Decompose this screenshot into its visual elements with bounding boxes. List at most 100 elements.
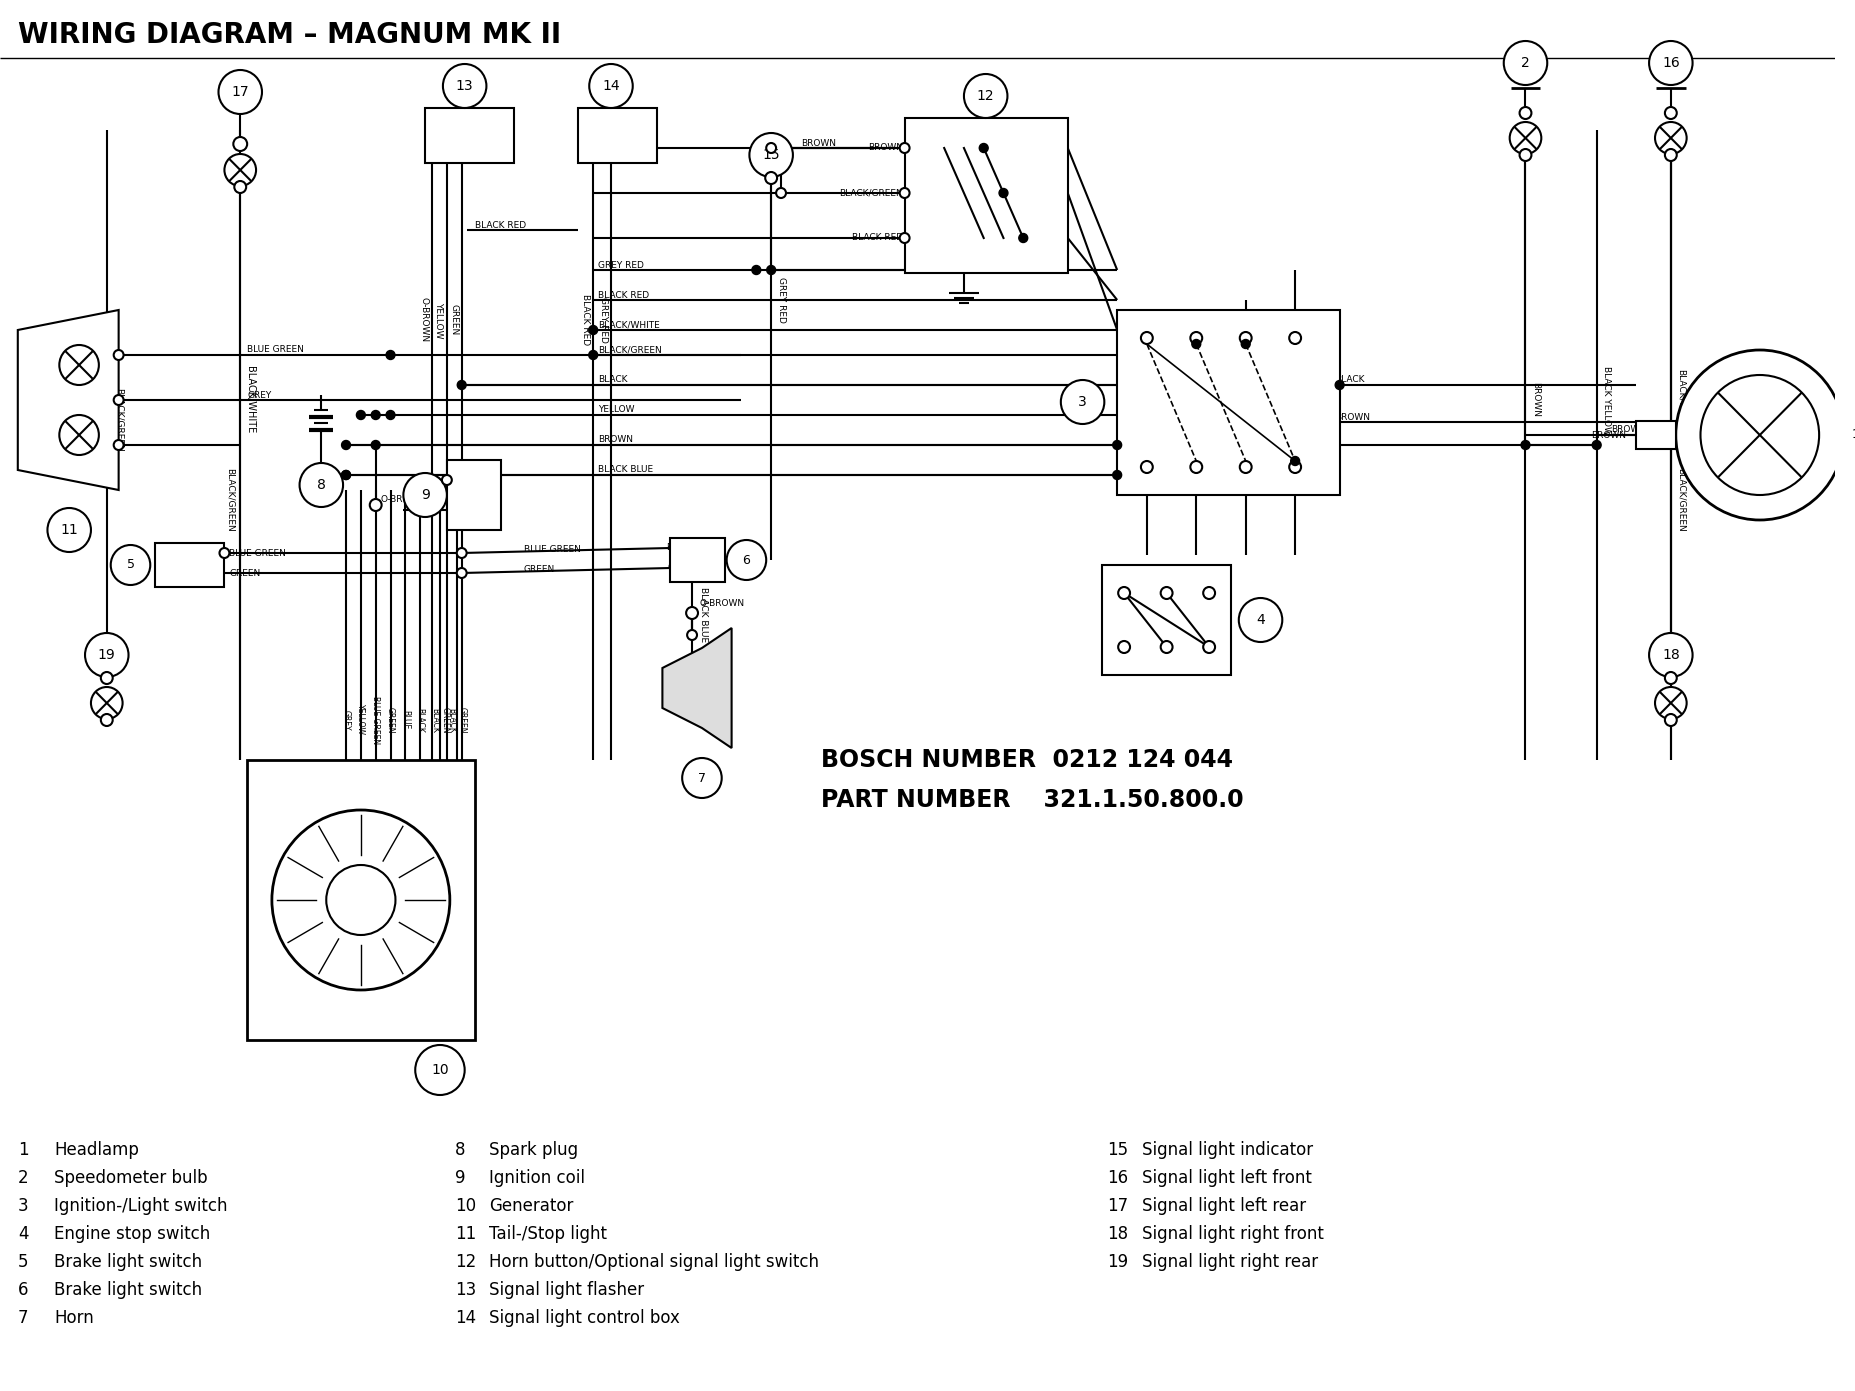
Text: BLACK BLUE: BLACK BLUE xyxy=(597,466,653,474)
Text: O-BROWN: O-BROWN xyxy=(419,298,429,342)
Circle shape xyxy=(588,351,597,359)
Circle shape xyxy=(1664,149,1675,161)
Circle shape xyxy=(1113,441,1120,449)
Text: 2: 2 xyxy=(1521,56,1529,70)
Text: WIRING DIAGRAM – MAGNUM MK II: WIRING DIAGRAM – MAGNUM MK II xyxy=(19,21,560,49)
Text: 4: 4 xyxy=(1256,613,1265,627)
Text: 49a: 49a xyxy=(1137,480,1154,490)
Text: BLUE: BLUE xyxy=(454,462,473,472)
Circle shape xyxy=(1239,460,1250,473)
Polygon shape xyxy=(662,627,731,748)
Circle shape xyxy=(1664,714,1675,726)
Circle shape xyxy=(1237,598,1282,643)
Text: BLACK/GREEN: BLACK/GREEN xyxy=(226,469,236,531)
Circle shape xyxy=(1159,641,1172,652)
Text: 49a: 49a xyxy=(1137,316,1154,324)
Circle shape xyxy=(998,189,1007,198)
Text: 56: 56 xyxy=(1239,480,1250,490)
Text: BLACK RED: BLACK RED xyxy=(475,221,525,231)
Text: YELLOW: YELLOW xyxy=(597,406,634,415)
Text: BLACK: BLACK xyxy=(597,376,627,384)
Text: 16: 16 xyxy=(1107,1168,1128,1187)
Circle shape xyxy=(900,188,909,198)
Circle shape xyxy=(113,440,124,451)
Text: BLACK RED: BLACK RED xyxy=(597,291,649,299)
Text: Signal light left rear: Signal light left rear xyxy=(1141,1198,1306,1214)
Circle shape xyxy=(1189,460,1202,473)
Text: 14: 14 xyxy=(454,1309,475,1327)
Text: BROWN: BROWN xyxy=(866,143,902,153)
Circle shape xyxy=(749,134,792,177)
Circle shape xyxy=(727,540,766,580)
Text: 2: 2 xyxy=(19,1168,28,1187)
Text: 18: 18 xyxy=(1660,648,1679,662)
Text: BLACK/WHITE: BLACK/WHITE xyxy=(1675,369,1684,431)
Text: BROWN: BROWN xyxy=(1334,413,1369,421)
Text: Signal light left front: Signal light left front xyxy=(1141,1168,1311,1187)
Circle shape xyxy=(219,70,262,114)
Text: GREY RED: GREY RED xyxy=(599,298,607,344)
Circle shape xyxy=(456,548,466,558)
Polygon shape xyxy=(19,310,119,490)
Text: BLACK/WHITE: BLACK/WHITE xyxy=(597,320,660,330)
Circle shape xyxy=(341,441,351,449)
Text: 15: 15 xyxy=(762,147,779,161)
Text: Spark plug: Spark plug xyxy=(490,1141,579,1159)
Circle shape xyxy=(900,234,909,243)
Text: Horn button/Optional signal light switch: Horn button/Optional signal light switch xyxy=(490,1253,818,1271)
Bar xyxy=(579,108,657,163)
Text: O-BROWN: O-BROWN xyxy=(699,598,744,608)
Circle shape xyxy=(85,633,128,677)
Text: BLACK YELLOW: BLACK YELLOW xyxy=(1601,366,1610,434)
Circle shape xyxy=(1241,339,1250,349)
Circle shape xyxy=(1649,633,1692,677)
Circle shape xyxy=(341,470,351,480)
Bar xyxy=(247,759,475,1040)
Text: 15: 15 xyxy=(453,480,464,490)
Text: 11: 11 xyxy=(61,523,78,537)
Text: Signal light flasher: Signal light flasher xyxy=(490,1281,644,1299)
Text: 19: 19 xyxy=(98,648,115,662)
Text: PART NUMBER    321.1.50.800.0: PART NUMBER 321.1.50.800.0 xyxy=(820,787,1243,812)
Circle shape xyxy=(1117,641,1130,652)
Text: 49a21  c: 49a21 c xyxy=(581,120,620,128)
Text: BLACK/WHITE: BLACK/WHITE xyxy=(245,366,254,434)
Text: O-BROWN: O-BROWN xyxy=(380,495,425,505)
Text: BLACK RED: BLACK RED xyxy=(581,295,590,345)
Text: 11: 11 xyxy=(454,1225,475,1244)
Text: 3: 3 xyxy=(1206,570,1211,580)
Bar xyxy=(1636,421,1675,449)
Text: Ignition coil: Ignition coil xyxy=(490,1168,584,1187)
Text: 17: 17 xyxy=(1107,1198,1128,1214)
Text: BLACK: BLACK xyxy=(416,708,425,733)
Bar xyxy=(1102,565,1230,675)
Circle shape xyxy=(1592,441,1601,449)
Circle shape xyxy=(1018,234,1028,242)
Circle shape xyxy=(224,154,256,186)
Text: 16: 16 xyxy=(1660,56,1679,70)
Text: 7: 7 xyxy=(19,1309,28,1327)
Circle shape xyxy=(751,266,761,274)
Circle shape xyxy=(234,181,247,193)
Circle shape xyxy=(1159,587,1172,600)
Circle shape xyxy=(1519,107,1530,120)
Circle shape xyxy=(386,351,395,359)
Text: BROWN: BROWN xyxy=(800,139,835,147)
Circle shape xyxy=(686,606,697,619)
Text: 2: 2 xyxy=(1120,570,1126,580)
Text: Engine stop switch: Engine stop switch xyxy=(54,1225,210,1244)
Text: BLUE: BLUE xyxy=(401,711,410,730)
Text: GREY RED: GREY RED xyxy=(775,277,785,323)
Text: Signal light right rear: Signal light right rear xyxy=(1141,1253,1317,1271)
Circle shape xyxy=(113,351,124,360)
Circle shape xyxy=(100,714,113,726)
Text: 1: 1 xyxy=(19,1141,28,1159)
Circle shape xyxy=(775,188,785,198)
Text: Signal light control box: Signal light control box xyxy=(490,1309,681,1327)
Circle shape xyxy=(386,410,395,420)
Text: GREEN: GREEN xyxy=(449,305,458,335)
Text: BLACK RED: BLACK RED xyxy=(851,234,902,242)
Text: 3: 3 xyxy=(1078,395,1087,409)
Circle shape xyxy=(1113,470,1120,480)
Circle shape xyxy=(766,266,775,274)
